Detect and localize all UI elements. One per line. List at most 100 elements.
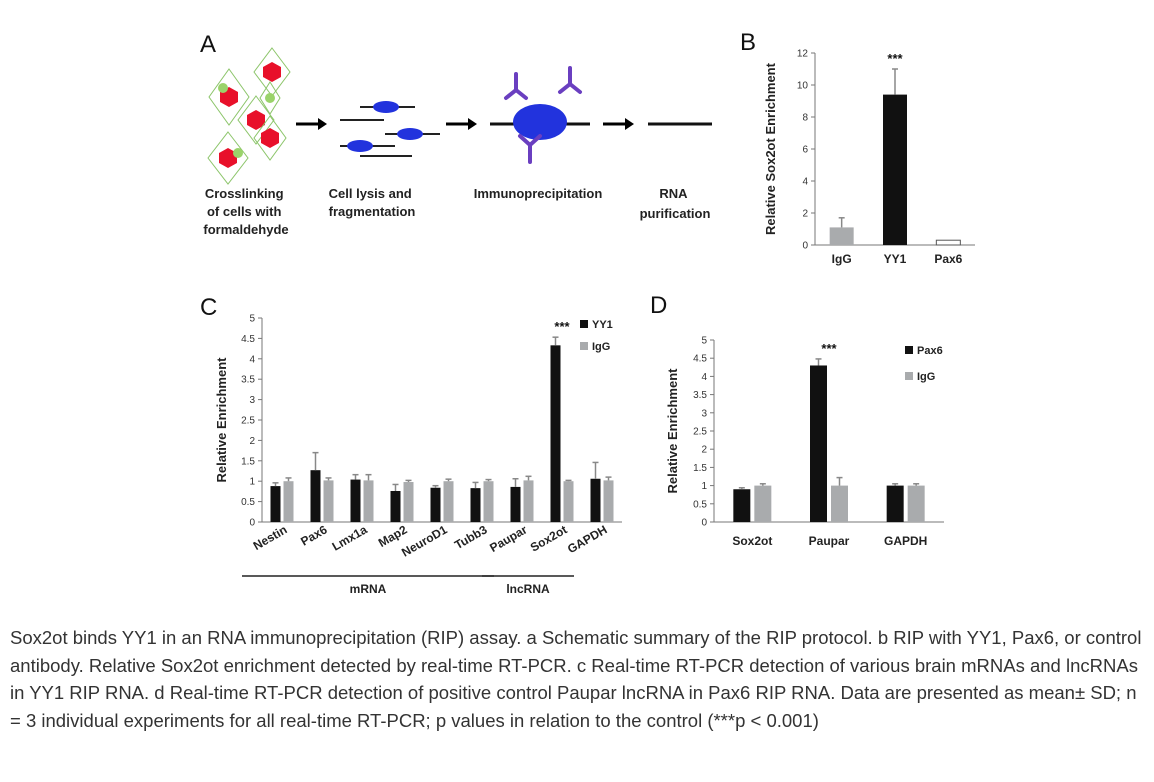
bar — [907, 485, 925, 522]
panel-a: A — [200, 31, 712, 237]
y-tick-label: 4 — [701, 372, 707, 383]
y-tick-label: 2 — [802, 209, 808, 220]
antibody-icon — [518, 134, 542, 164]
x-tick-label: Sox2ot — [528, 522, 570, 554]
y-axis-title: Relative Enrichment — [665, 368, 680, 494]
figure: A — [200, 29, 975, 596]
y-tick-label: 10 — [797, 81, 809, 92]
bar — [935, 239, 961, 246]
cell — [259, 81, 281, 115]
immunoprecipitation-diagram — [490, 66, 590, 164]
panel-b: B 0 2 4 6 8 10 12 Relative Sox2ot Enrichment IgG… — [740, 29, 975, 266]
x-tick-label: Lmx1a — [330, 522, 370, 553]
y-tick-label: 5 — [701, 336, 707, 347]
y-axis-title: Relative Enrichment — [214, 357, 229, 483]
y-tick-label: 3.5 — [693, 390, 707, 401]
bar — [754, 485, 772, 522]
bar — [831, 485, 848, 522]
chart-c: 0 0.5 1 1.5 2 2.5 3 3.5 4 4.5 5 Relative Enrichment… — [214, 314, 622, 596]
x-tick-label: Pax6 — [934, 252, 962, 266]
legend-label: Pax6 — [917, 345, 943, 357]
y-tick-label: 4.5 — [693, 354, 707, 365]
y-tick-label: 2 — [249, 436, 255, 447]
bar — [270, 486, 281, 522]
y-tick-label: 4 — [249, 354, 255, 365]
y-tick-label: 0 — [701, 518, 707, 529]
y-tick-label: 3 — [249, 395, 255, 406]
significance-label: *** — [554, 319, 570, 334]
y-tick-label: 3 — [701, 408, 707, 419]
y-tick-label: 12 — [797, 49, 809, 60]
cell — [253, 115, 287, 161]
y-tick-label: 1 — [701, 481, 707, 492]
y-tick-label: 0 — [249, 518, 255, 529]
x-tick-label: Sox2ot — [732, 534, 772, 548]
legend-label: IgG — [917, 371, 935, 383]
bar — [563, 481, 574, 522]
y-tick-label: 1.5 — [693, 463, 707, 474]
legend-swatch — [905, 346, 913, 354]
x-tick-label: GAPDH — [565, 522, 610, 556]
bar — [886, 485, 904, 522]
step-label-crosslinking: Crosslinking of cells with formaldehyde — [203, 186, 288, 237]
y-tick-label: 4 — [802, 177, 808, 188]
y-tick-label: 2.5 — [693, 427, 707, 438]
legend-swatch — [580, 342, 588, 350]
bar — [550, 345, 561, 522]
step-label-ip: Immunoprecipitation — [474, 186, 603, 201]
x-tick-label: Tubb3 — [452, 522, 490, 552]
y-tick-label: 3.5 — [241, 375, 255, 386]
arrow-icon — [446, 118, 477, 130]
bar — [350, 479, 361, 522]
chart-d: 0 0.5 1 1.5 2 2.5 3 3.5 4 4.5 5 Relative Enrichment… — [665, 336, 944, 548]
antibody-icon — [558, 66, 582, 94]
panel-letter-d: D — [650, 292, 667, 319]
bar — [430, 487, 441, 522]
bar — [403, 482, 414, 522]
significance-label: *** — [821, 341, 837, 356]
legend-label: YY1 — [592, 319, 613, 331]
panel-letter-a: A — [200, 31, 216, 58]
bar — [390, 490, 401, 522]
bar — [323, 480, 334, 522]
y-axis-title: Relative Sox2ot Enrichment — [763, 62, 778, 235]
legend-swatch — [905, 372, 913, 380]
arrow-icon — [296, 118, 327, 130]
group-label: mRNA — [350, 582, 387, 596]
y-tick-label: 0 — [802, 241, 808, 252]
cell — [253, 47, 291, 97]
bar — [590, 478, 601, 522]
legend-label: IgG — [592, 341, 610, 353]
arrow-icon — [603, 118, 634, 130]
crosslinked-cells — [207, 47, 291, 185]
bar — [310, 470, 321, 522]
bar — [470, 488, 481, 522]
cell — [207, 131, 249, 185]
significance-label: *** — [887, 51, 903, 66]
y-tick-label: 8 — [802, 113, 808, 124]
y-tick-label: 0.5 — [241, 497, 255, 508]
bar — [283, 481, 294, 522]
bar — [483, 481, 494, 522]
panel-c: C 0 0.5 1 1.5 2 2.5 3 3.5 4 4.5 5 Relative Enrichme… — [200, 294, 622, 596]
antibody-icon — [504, 72, 528, 100]
step-label-lysis: Cell lysis and fragmentation — [329, 186, 416, 219]
bar — [603, 480, 614, 522]
y-tick-label: 1.5 — [241, 456, 255, 467]
panel-letter-b: B — [740, 29, 756, 56]
y-tick-label: 4.5 — [241, 334, 255, 345]
x-tick-label: Paupar — [809, 534, 850, 548]
y-tick-label: 6 — [802, 145, 808, 156]
cell — [208, 68, 250, 126]
y-tick-label: 5 — [249, 314, 255, 325]
y-tick-label: 1 — [249, 477, 255, 488]
group-label: lncRNA — [506, 582, 550, 596]
chart-b: 0 2 4 6 8 10 12 Relative Sox2ot Enrichment IgG YY… — [763, 49, 975, 266]
cell — [237, 95, 275, 145]
x-tick-label: Paupar — [487, 522, 530, 555]
legend-swatch — [580, 320, 588, 328]
bar — [363, 480, 374, 522]
y-tick-label: 0.5 — [693, 499, 707, 510]
panel-letter-c: C — [200, 294, 217, 321]
x-tick-label: YY1 — [884, 252, 907, 266]
